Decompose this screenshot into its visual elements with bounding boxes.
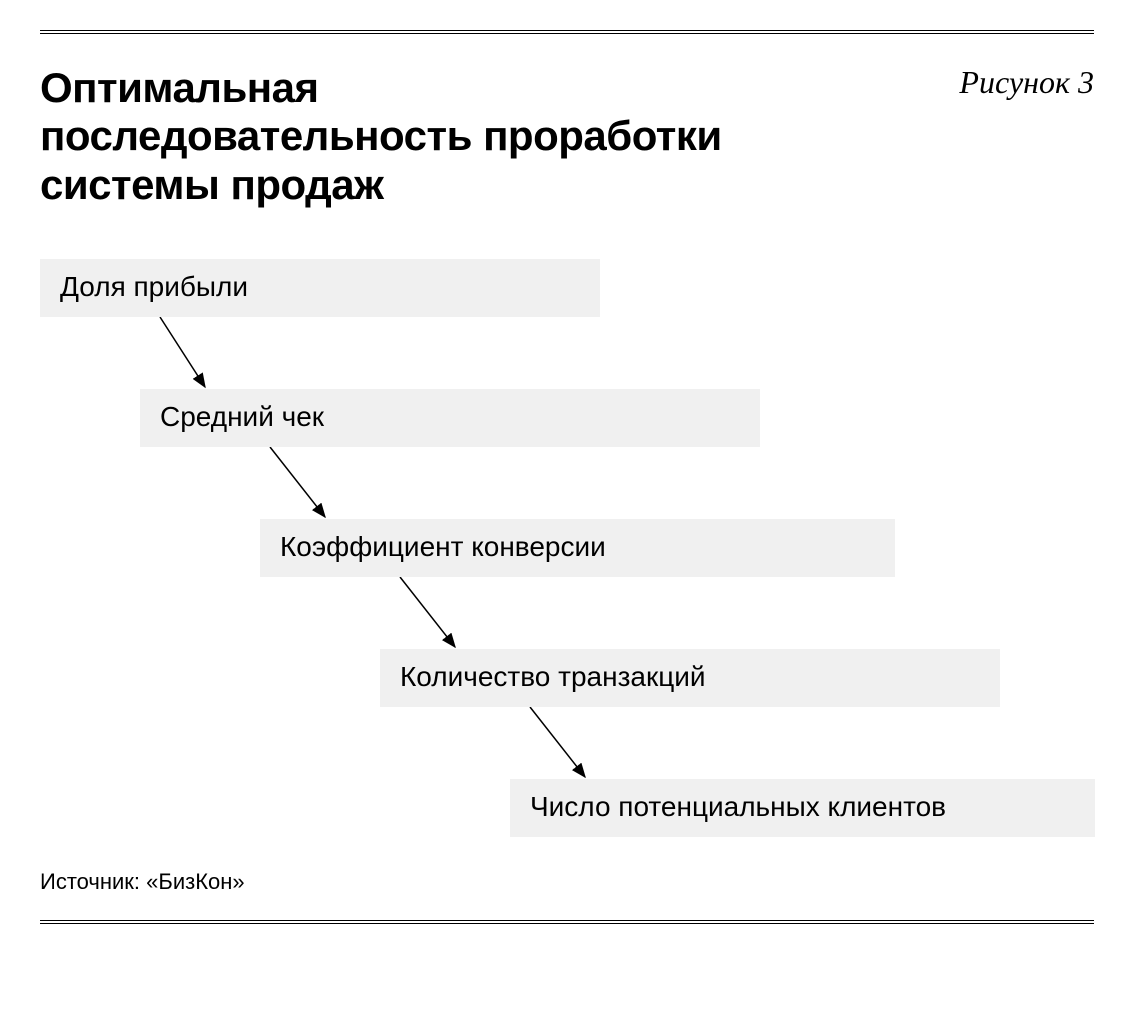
step-box-3: Коэффициент конверсии: [260, 519, 895, 577]
source-attribution: Источник: «БизКон»: [40, 869, 1094, 895]
flowchart-diagram: Доля прибыли Средний чек Коэффициент конве…: [40, 259, 1094, 859]
flow-arrow-3: [400, 577, 455, 647]
bottom-rule: [40, 920, 1094, 924]
flow-arrow-2: [270, 447, 325, 517]
top-rule: [40, 30, 1094, 34]
step-box-1: Доля прибыли: [40, 259, 600, 317]
step-label: Количество транзакций: [400, 661, 706, 692]
flow-arrow-1: [160, 317, 205, 387]
step-box-4: Количество транзакций: [380, 649, 1000, 707]
step-box-2: Средний чек: [140, 389, 760, 447]
step-label: Число потенциальных клиентов: [530, 791, 946, 822]
step-label: Коэффициент конверсии: [280, 531, 606, 562]
step-box-5: Число потенциальных клиентов: [510, 779, 1095, 837]
flow-arrow-4: [530, 707, 585, 777]
figure-header: Оптимальная последовательность проработк…: [40, 64, 1094, 209]
figure-number-label: Рисунок 3: [959, 64, 1094, 101]
step-label: Доля прибыли: [60, 271, 248, 302]
step-label: Средний чек: [160, 401, 324, 432]
figure-title: Оптимальная последовательность проработк…: [40, 64, 760, 209]
